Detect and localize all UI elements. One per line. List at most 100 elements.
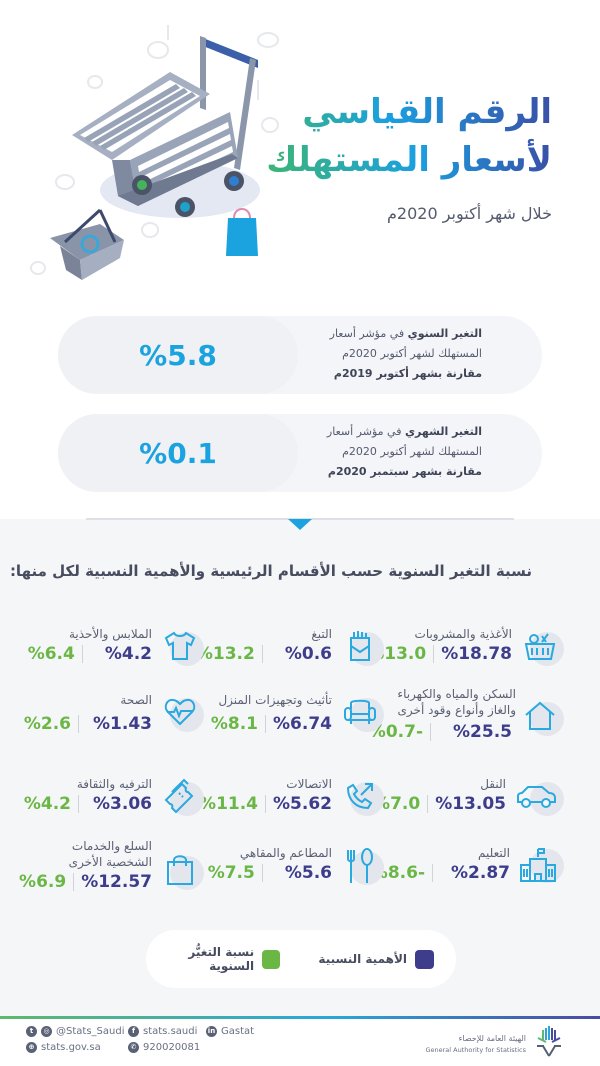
twitter-handle: @Stats_Saudi: [56, 1026, 125, 1037]
relative-weight-value: %18.78: [441, 644, 512, 664]
legend-relative-weight: الأهمية النسبية: [318, 930, 434, 988]
category-label: الملابس والأحذية: [68, 627, 152, 641]
annual-change-desc-line1: في مؤشر أسعار: [329, 327, 408, 340]
gastat-logo-mark-icon: [537, 1026, 561, 1057]
twitter-icon: t: [26, 1026, 37, 1037]
category-label: التعليم: [478, 846, 510, 860]
category-values: %6.4 %4.2: [28, 644, 152, 664]
category-education: التعليم %8.6- %2.87: [371, 845, 564, 907]
title-block: الرقم القياسي لأسعار المستهلك خلال شهر أ…: [252, 88, 552, 223]
category-communication: الاتصالات %11.4 %5.62: [199, 776, 384, 838]
annual-change-value: %6.4: [27, 644, 75, 664]
social-twitter-instagram[interactable]: t ◎ @Stats_Saudi: [26, 1026, 124, 1037]
house-icon: [518, 696, 564, 738]
phone-call-icon: ✆: [128, 1042, 139, 1053]
annual-change-value: %7.0: [373, 794, 421, 814]
relative-weight-value: %0.6: [284, 644, 332, 664]
annual-change-value: %11.4: [199, 794, 259, 814]
annual-change-desc-line2: المستهلك لشهر أكتوبر 2020م: [342, 347, 482, 360]
category-label: تأثيث وتجهيزات المنزل: [218, 693, 332, 707]
social-facebook[interactable]: f stats.saudi: [128, 1026, 197, 1037]
value-separator: [78, 795, 80, 813]
category-values: %6.9 %12.57: [19, 872, 152, 892]
value-separator: [430, 723, 432, 741]
social-phone[interactable]: ✆ 920020081: [128, 1042, 200, 1053]
category-label: الاتصالات: [286, 777, 332, 791]
category-values: %7.0 %13.05: [373, 794, 506, 814]
category-recreation: الترفيه والثقافة %4.2 %3.06: [20, 776, 204, 838]
food-basket-icon: [518, 626, 564, 668]
gastat-logo: الهيئة العامة للإحصاء General Authority …: [425, 1026, 574, 1062]
category-values: %11.4 %5.62: [199, 794, 332, 814]
fork-spoon-icon: [338, 845, 384, 887]
phone-icon: [338, 776, 384, 818]
annual-change-value: %13.2: [195, 644, 255, 664]
category-values: %13.0 %18.78: [367, 644, 512, 664]
category-values: %13.2 %0.6: [196, 644, 332, 664]
category-label: الترفيه والثقافة: [76, 777, 152, 791]
relative-weight-value: %5.6: [284, 863, 332, 883]
monthly-change-value-pill: %0.1: [58, 414, 298, 492]
value-separator: [261, 864, 263, 882]
annual-change-value: %6.9: [19, 872, 67, 892]
value-separator: [261, 645, 263, 663]
category-values: %7.5 %5.6: [208, 863, 332, 883]
relative-weight-value: %2.87: [451, 863, 510, 883]
relative-weight-value: %12.57: [81, 872, 152, 892]
category-housing: السكن والمياه والكهرباء والغاز وأنواع وق…: [369, 686, 564, 750]
category-values: %8.1 %6.74: [211, 714, 332, 734]
category-values: %0.7- %25.5: [369, 722, 512, 742]
section-title: نسبة التغير السنوية حسب الأقسام الرئيسية…: [9, 562, 532, 580]
category-values: %4.2 %3.06: [24, 794, 152, 814]
annual-change-value: %2.6: [23, 714, 72, 734]
phone-number: 920020081: [143, 1042, 201, 1053]
category-label-line1: السلع والخدمات: [71, 839, 152, 853]
page-title-line-2: لأسعار المستهلك: [252, 136, 552, 184]
category-label-line1: السكن والمياه والكهرباء: [397, 687, 516, 701]
armchair-icon: [338, 692, 384, 734]
category-food: الأغذية والمشروبات %13.0 %18.78: [367, 626, 564, 688]
annual-change-value: %8.1: [210, 714, 259, 734]
monthly-change-description: التغير الشهري في مؤشر أسعار المستهلك لشه…: [282, 422, 482, 482]
annual-change-value: %4.2: [23, 794, 72, 814]
monthly-change-value: %0.1: [139, 436, 217, 470]
annual-change-value: %5.8: [139, 338, 217, 372]
category-health: الصحة %2.6 %1.43: [20, 692, 204, 754]
monthly-change-card: %0.1 التغير الشهري في مؤشر أسعار المستهل…: [58, 414, 542, 492]
category-transport: النقل %7.0 %13.05: [373, 776, 564, 838]
linkedin-icon: in: [206, 1026, 217, 1037]
monthly-change-lead: التغير الشهري: [404, 425, 482, 438]
shopping-cart-illustration: [30, 25, 279, 280]
value-separator: [265, 795, 267, 813]
relative-weight-value: %1.43: [93, 714, 152, 734]
facebook-icon: f: [128, 1026, 139, 1037]
category-label: السكن والمياه والكهرباء والغاز وأنواع وق…: [397, 686, 516, 718]
legend-annual-change: نسبة التغيُّر السنوية: [146, 930, 280, 988]
page-subtitle: خلال شهر أكتوبر 2020م: [387, 204, 552, 223]
annual-change-value-pill: %5.8: [58, 316, 298, 394]
category-label-line2: والغاز وأنواع وقود أخرى: [397, 703, 516, 717]
divider-arrow-icon: [288, 519, 312, 530]
relative-weight-value: %25.5: [453, 722, 512, 742]
relative-weight-value: %6.74: [273, 714, 332, 734]
category-label-line2: الشخصية الأخرى: [68, 855, 152, 869]
page-title-line-1: الرقم القياسي: [252, 88, 552, 136]
cigarettes-icon: [338, 626, 384, 668]
relative-weight-value: %13.05: [435, 794, 506, 814]
relative-weight-value: %5.62: [273, 794, 332, 814]
tickets-icon: [158, 776, 204, 818]
heart-pulse-icon: [158, 692, 204, 734]
value-separator: [81, 645, 83, 663]
value-separator: [433, 645, 435, 663]
social-website[interactable]: ⊕ stats.gov.sa: [26, 1042, 101, 1053]
monthly-change-desc-line1: في مؤشر أسعار: [326, 425, 405, 438]
category-values: %8.6- %2.87: [371, 863, 510, 883]
value-separator: [73, 873, 75, 891]
annual-change-value: %8.6-: [370, 863, 426, 883]
category-personal-goods: السلع والخدمات الشخصية الأخرى %6.9 %12.5…: [19, 838, 204, 908]
legend-swatch-green: [262, 949, 280, 969]
value-separator: [432, 864, 434, 882]
linkedin-handle: Gastat: [221, 1026, 255, 1037]
social-linkedin[interactable]: in Gastat: [206, 1026, 254, 1037]
category-clothing: الملابس والأحذية %6.4 %4.2: [20, 626, 204, 688]
